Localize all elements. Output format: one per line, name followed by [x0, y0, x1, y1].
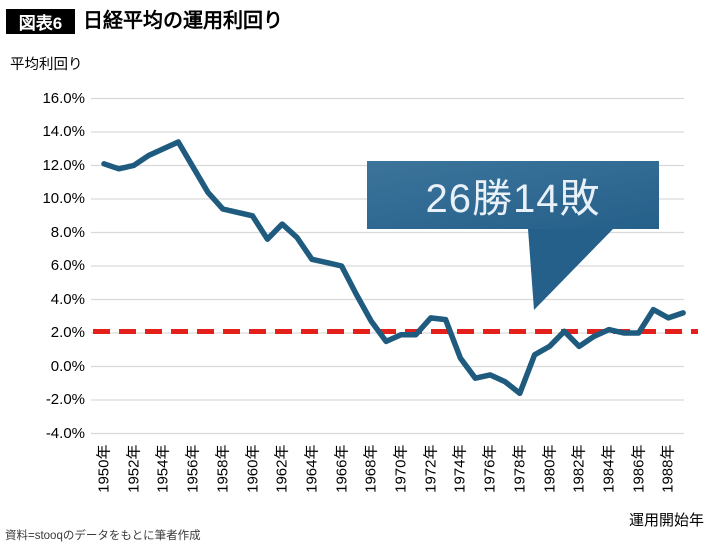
x-tick-label: 1962年 [273, 444, 291, 493]
y-axis-unit-label: 平均利回り [10, 57, 83, 73]
x-tick-label: 1960年 [244, 444, 261, 493]
x-tick-label: 1980年 [541, 444, 558, 493]
callout-box: 26勝14敗 [367, 161, 659, 229]
callout-label: 26勝14敗 [425, 177, 601, 221]
x-tick-label: 1954年 [154, 444, 172, 493]
y-tick-label: -2.0% [45, 391, 85, 408]
x-tick-label: 1970年 [392, 444, 410, 493]
x-tick-label: 1978年 [511, 444, 529, 493]
y-tick-label: 12.0% [42, 156, 85, 174]
x-tick-label: 1958年 [214, 444, 232, 493]
y-tick-label: 0.0% [50, 357, 85, 375]
x-tick-label: 1956年 [184, 444, 202, 493]
x-tick-label: 1976年 [481, 444, 499, 493]
y-tick-label: 8.0% [50, 223, 85, 241]
x-tick-label: 1964年 [303, 444, 321, 493]
y-tick-label: 14.0% [42, 123, 85, 140]
x-tick-label: 1982年 [570, 444, 588, 493]
callout-pointer [528, 229, 613, 310]
y-tick-label: 6.0% [50, 257, 85, 274]
x-tick-label: 1966年 [333, 444, 351, 493]
return-line-series [101, 139, 686, 397]
x-tick-label: 1950年 [95, 444, 113, 493]
x-axis-title: 運用開始年 [628, 512, 704, 529]
source-note: 資料=stooqのデータをもとに筆者作成 [5, 530, 201, 542]
x-tick-label: 1988年 [659, 444, 677, 493]
y-tick-label: 2.0% [50, 324, 85, 341]
x-tick-label: 1972年 [422, 444, 440, 493]
chart-title: 日経平均の運用利回り [83, 10, 283, 32]
x-tick-label: 1984年 [600, 444, 618, 493]
x-tick-label: 1974年 [451, 444, 469, 493]
x-tick-label: 1968年 [362, 444, 380, 493]
x-tick-label: 1986年 [630, 444, 648, 493]
y-tick-label: -4.0% [45, 424, 85, 442]
figure-tag: 図表6 [6, 9, 75, 34]
y-tick-label: 16.0% [42, 89, 85, 107]
y-tick-label: 4.0% [50, 290, 85, 308]
x-tick-label: 1952年 [125, 444, 143, 493]
y-tick-label: 10.0% [42, 190, 85, 207]
